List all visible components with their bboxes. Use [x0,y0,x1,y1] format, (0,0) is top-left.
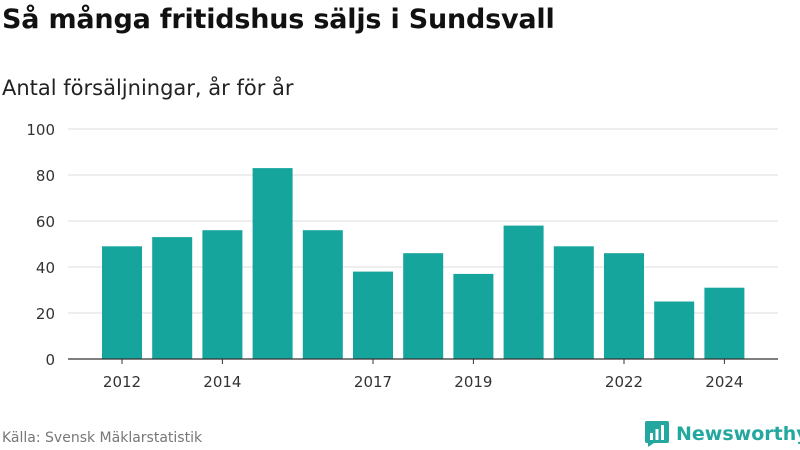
bar-2012 [102,246,142,359]
bar-2022 [604,253,644,359]
bar-2016 [302,230,343,359]
y-tick-label: 80 [36,167,55,185]
bar-2023 [654,301,695,359]
bar-2021 [553,246,594,359]
brand-logo: Newsworthy [644,420,800,448]
chart-title: Så många fritidshus säljs i Sundsvall [2,4,555,35]
bar-2015 [252,168,293,359]
x-tick-label: 2017 [354,373,392,391]
bar-2020 [503,225,544,359]
x-tick-label: 2019 [454,373,492,391]
y-tick-label: 20 [36,305,55,323]
brand-name: Newsworthy [676,423,800,445]
x-tick-label: 2012 [103,373,141,391]
bar-2018 [403,253,444,359]
y-tick-label: 0 [45,351,55,369]
y-tick-label: 100 [26,121,55,139]
bar-2017 [353,271,393,359]
y-tick-label: 40 [36,259,55,277]
chart-subtitle: Antal försäljningar, år för år [2,76,294,100]
x-tick-label: 2024 [705,373,743,391]
x-tick-label: 2022 [605,373,643,391]
x-tick-label: 2014 [203,373,241,391]
bar-chart: 0 20 40 60 80 100 2012 2014 2017 2019 2022 2024 [26,121,778,391]
bar-2014 [202,230,243,359]
y-tick-label: 60 [36,213,55,231]
source-note: Källa: Svensk Mäklarstatistik [2,430,203,446]
bar-2019 [453,273,494,359]
newsworthy-logo-icon [645,421,669,447]
bar-2013 [152,237,193,359]
bar-2024 [704,287,745,359]
